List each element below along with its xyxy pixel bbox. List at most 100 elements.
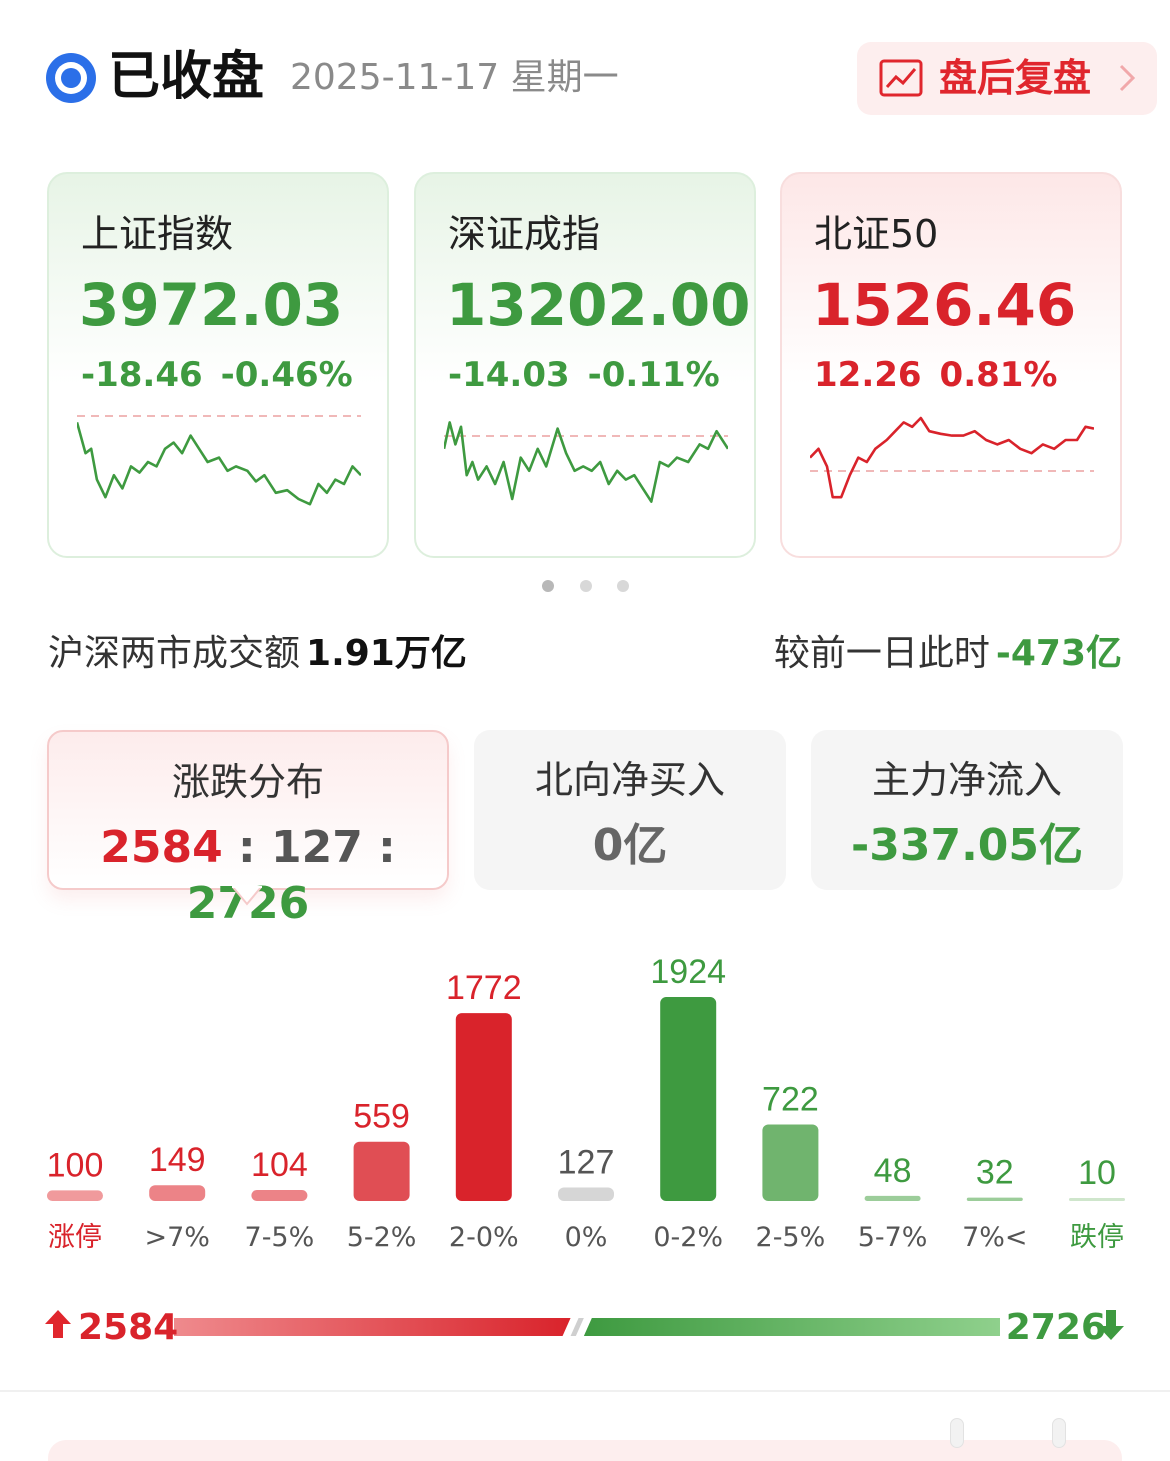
tab-title: 北向净买入 — [534, 758, 725, 802]
bar-category-label: 5-7% — [858, 1222, 928, 1253]
index-change-pct: 0.81% — [939, 355, 1058, 395]
intraday-line — [810, 416, 1094, 499]
bar-category-label: 0% — [565, 1222, 608, 1253]
turnover-compare-value: -473亿 — [995, 633, 1122, 674]
tab-rise-fall-distribution[interactable]: 涨跌分布 2584 : 127 : 2726 — [47, 730, 449, 929]
post-market-review-button[interactable]: 盘后复盘 — [857, 42, 1157, 115]
bar-category-label: >7% — [144, 1222, 209, 1253]
bar-value-label: 149 — [149, 1141, 206, 1179]
index-value: 13202.00 — [446, 271, 751, 339]
page-dot-active[interactable] — [542, 580, 554, 592]
index-value: 1526.46 — [812, 271, 1077, 339]
distribution-bar — [455, 1013, 512, 1201]
turnover-compare: 较前一日此时 -473亿 — [774, 630, 1122, 678]
scroll-indicator — [950, 1418, 964, 1448]
flat-segment — [570, 1318, 584, 1336]
distribution-bar — [966, 1197, 1023, 1201]
index-name: 上证指数 — [81, 212, 234, 256]
index-sparkline — [444, 421, 728, 503]
page-dot[interactable] — [617, 580, 629, 592]
distribution-bar — [251, 1189, 308, 1201]
bar-value-label: 48 — [874, 1152, 912, 1190]
turnover-compare-label: 较前一日此时 — [773, 633, 990, 674]
ratio-bar-graphic — [45, 1310, 1124, 1340]
scroll-indicator — [1052, 1418, 1066, 1448]
chevron-right-icon — [1119, 64, 1136, 92]
index-card-shanghai[interactable]: 上证指数 3972.03 -18.46 -0.46% — [47, 172, 389, 558]
up-arrow-icon — [45, 1310, 71, 1338]
bar-category-label: 0-2% — [653, 1222, 723, 1253]
review-label: 盘后复盘 — [939, 56, 1092, 100]
chart-trend-icon — [879, 59, 923, 97]
carousel-pagination[interactable] — [540, 580, 640, 594]
rise-count: 2584 — [100, 822, 223, 873]
bar-value-label: 104 — [251, 1146, 308, 1184]
active-tab-pointer — [232, 886, 262, 906]
tab-northbound-net-buy[interactable]: 北向净买入 0亿 — [474, 730, 786, 890]
tab-title: 涨跌分布 — [171, 760, 324, 804]
bar-value-label: 10 — [1078, 1154, 1116, 1192]
distribution-bar — [864, 1195, 921, 1201]
ratio-separator: : — [378, 822, 396, 873]
rise-flat-fall-counts: 2584 : 127 : 2726 — [49, 820, 447, 932]
index-card-bse50[interactable]: 北证50 1526.46 12.26 0.81% — [780, 172, 1122, 558]
bar-category-label: 2-5% — [756, 1222, 826, 1253]
rise-fall-distribution-chart: 100 涨停 149 >7% 104 7-5% 559 5-2% 1772 2-0% 127 0% 19… — [0, 920, 1170, 1260]
rise-total: 2584 — [78, 1307, 179, 1348]
turnover-label: 沪深两市成交额 — [48, 633, 301, 674]
rise-fall-ratio-bar: 2584 2726 — [0, 1300, 1170, 1360]
bar-value-label: 1924 — [650, 953, 726, 991]
market-status-icon — [46, 53, 96, 103]
distribution-bar — [47, 1190, 103, 1201]
distribution-bar — [1069, 1198, 1125, 1201]
index-sparkline — [77, 415, 361, 506]
tab-title: 主力净流入 — [871, 758, 1062, 802]
next-section-card — [48, 1440, 1122, 1461]
intraday-line — [444, 421, 728, 503]
status-header: 已收盘 2025-11-17 星期一 盘后复盘 — [0, 0, 1170, 150]
bar-value-label: 1772 — [446, 969, 522, 1007]
index-change: 12.26 0.81% — [814, 354, 1076, 396]
index-value: 3972.03 — [79, 271, 344, 339]
market-status-title: 已收盘 — [108, 47, 265, 107]
index-change: -14.03 -0.11% — [448, 354, 738, 396]
fall-total: 2726 — [1005, 1307, 1106, 1348]
distribution-bar — [149, 1185, 206, 1201]
index-change: -18.46 -0.46% — [81, 354, 371, 396]
bar-value-label: 722 — [762, 1080, 819, 1118]
distribution-bars: 100 涨停 149 >7% 104 7-5% 559 5-2% 1772 2-0% 127 0% 19… — [47, 953, 1125, 1253]
distribution-bar — [660, 997, 717, 1201]
bar-value-label: 100 — [47, 1146, 104, 1184]
fall-segment — [583, 1318, 1000, 1336]
bar-category-label: 跌停 — [1070, 1222, 1124, 1253]
page-dot[interactable] — [580, 580, 592, 592]
index-change-abs: -18.46 — [81, 355, 203, 395]
down-arrow-icon — [1098, 1310, 1124, 1340]
bar-value-label: 559 — [353, 1098, 410, 1136]
bar-category-label: 7%< — [962, 1222, 1027, 1253]
ratio-separator: : — [238, 822, 256, 873]
index-change-abs: -14.03 — [448, 355, 570, 395]
distribution-bar — [558, 1187, 614, 1201]
turnover-summary: 沪深两市成交额 1.91万亿 — [48, 630, 467, 678]
main-inflow-value: -337.05亿 — [850, 820, 1084, 871]
index-card-shenzhen[interactable]: 深证成指 13202.00 -14.03 -0.11% — [414, 172, 756, 558]
turnover-value: 1.91万亿 — [306, 633, 467, 674]
index-name: 北证50 — [814, 212, 939, 256]
bar-category-label: 7-5% — [245, 1222, 315, 1253]
trading-date: 2025-11-17 星期一 — [290, 57, 619, 98]
bar-category-label: 5-2% — [347, 1222, 417, 1253]
rise-segment — [174, 1318, 571, 1336]
index-change-abs: 12.26 — [814, 355, 922, 395]
bar-value-label: 127 — [558, 1144, 615, 1182]
intraday-line — [77, 422, 361, 506]
index-change-pct: -0.46% — [220, 355, 353, 395]
distribution-bar — [353, 1141, 410, 1201]
tab-main-net-inflow[interactable]: 主力净流入 -337.05亿 — [811, 730, 1123, 890]
bar-value-label: 32 — [976, 1154, 1014, 1192]
index-sparkline — [810, 416, 1094, 499]
bar-category-label: 2-0% — [449, 1222, 519, 1253]
index-name: 深证成指 — [448, 212, 601, 256]
index-change-pct: -0.11% — [587, 355, 720, 395]
flat-count: 127 — [270, 822, 363, 873]
